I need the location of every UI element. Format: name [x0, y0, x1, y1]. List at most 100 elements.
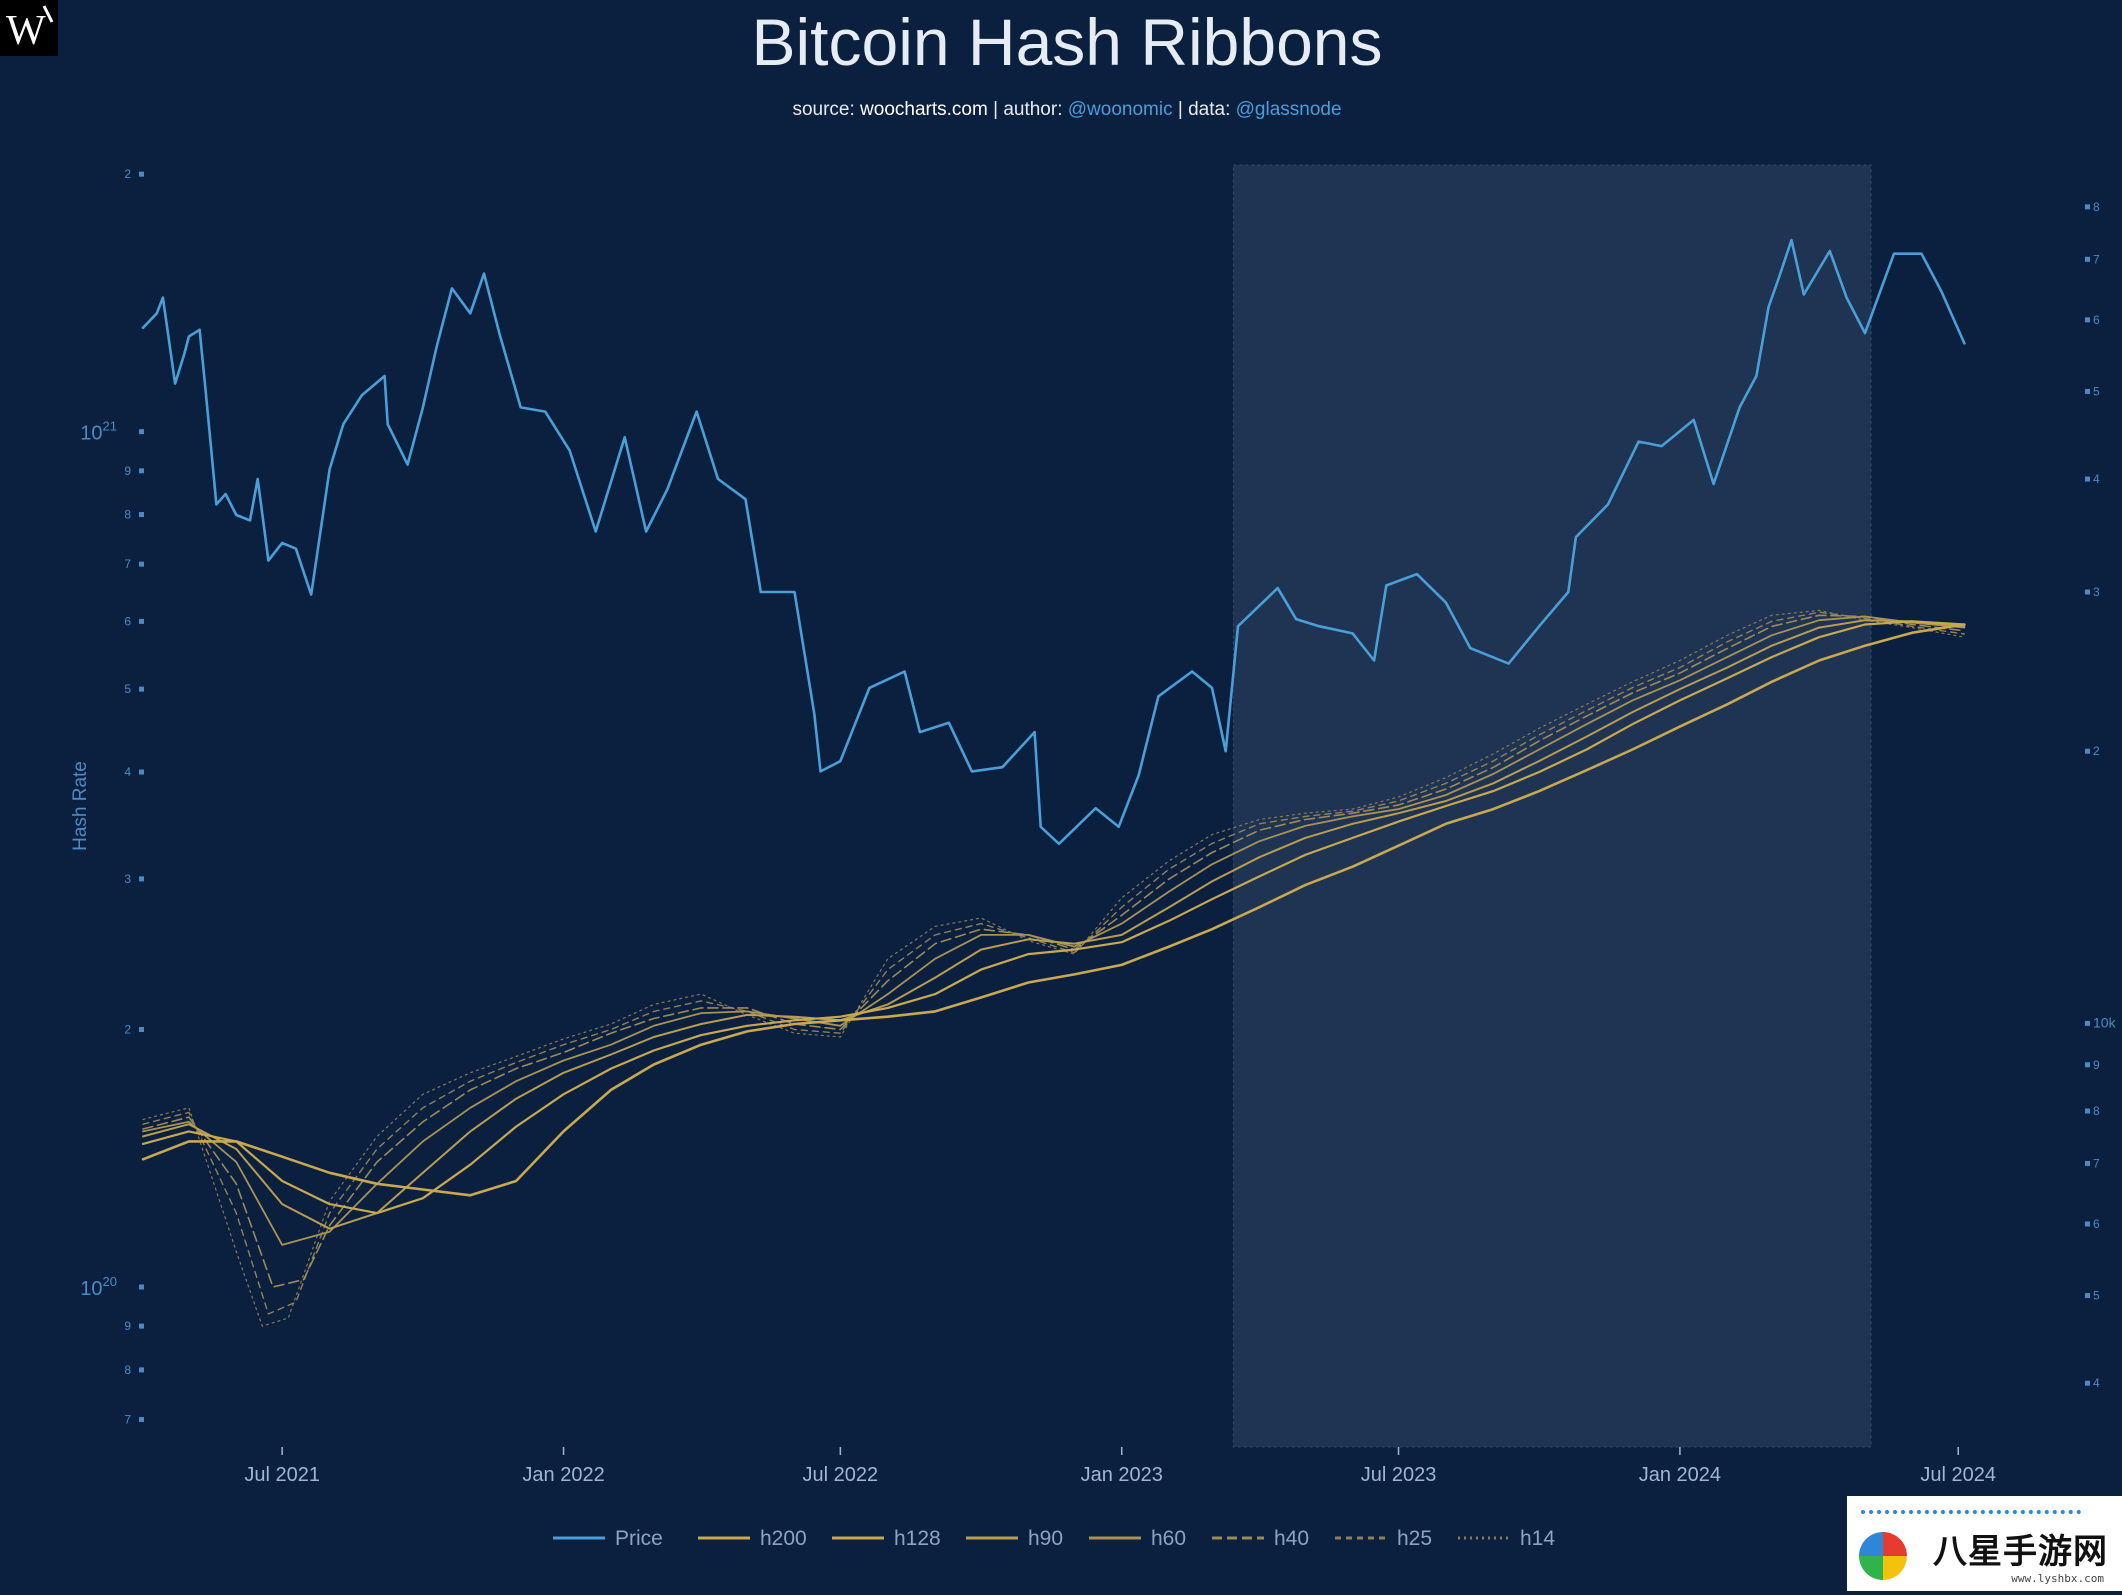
chart-title: Bitcoin Hash Ribbons	[752, 5, 1383, 79]
watermark-url: www.lyshbx.com	[2011, 1572, 2104, 1585]
legend-label: h14	[1520, 1527, 1555, 1550]
right-axis-tick-label: 4	[2093, 1376, 2100, 1390]
right-axis-tick-label: 10k	[2093, 1014, 2117, 1030]
right-axis-tick-mark	[2085, 1160, 2090, 1166]
highlight-region	[1232, 164, 1872, 1448]
right-axis-tick-mark	[2085, 1062, 2090, 1068]
left-axis-tick-mark	[139, 1367, 144, 1373]
left-axis-tick-mark	[139, 1284, 144, 1290]
left-axis-tick-label: 2	[124, 1023, 131, 1037]
right-axis-tick-mark	[2085, 1221, 2090, 1227]
legend-item-h14[interactable]: h14	[1458, 1527, 1555, 1550]
logo-letter: W	[6, 8, 46, 54]
left-axis-tick-mark	[139, 876, 144, 882]
watermark-dots	[1861, 1510, 2081, 1522]
right-axis-tick-label: 3	[2093, 585, 2100, 599]
left-axis-tick-label: 8	[124, 1363, 131, 1377]
left-axis-tick-mark	[139, 468, 144, 474]
chart-subtitle: source: woocharts.com | author: @woonomi…	[792, 99, 1341, 120]
logo-w-icon: W	[6, 5, 54, 54]
pinwheel-icon	[1859, 1532, 1907, 1580]
left-axis-tick-label: 8	[124, 508, 131, 522]
x-axis-tick-label: Jan 2022	[522, 1464, 604, 1486]
left-axis-tick-label: 2	[124, 167, 131, 181]
legend-label: h90	[1028, 1527, 1063, 1550]
legend-label: h128	[894, 1527, 941, 1550]
left-axis-tick-mark	[139, 561, 144, 567]
source-prefix: source:	[792, 99, 860, 120]
left-axis-tick-mark	[139, 618, 144, 624]
legend-item-h90[interactable]: h90	[966, 1527, 1063, 1550]
left-axis-tick-mark	[139, 512, 144, 518]
right-axis-tick-mark	[2085, 1380, 2090, 1386]
left-axis-tick-label: 9	[124, 464, 131, 478]
author-link[interactable]: @woonomic	[1068, 99, 1173, 120]
right-axis-tick-label: 4	[2093, 472, 2100, 486]
right-axis-tick-label: 5	[2093, 384, 2100, 398]
series-line-price	[141, 238, 1966, 846]
y-axis-label: Hash Rate	[70, 761, 91, 851]
series-layer	[141, 238, 1966, 1327]
x-axis-tick-label: Jul 2024	[1920, 1464, 1996, 1486]
right-axis-tick-mark	[2085, 317, 2090, 323]
author-prefix: | author:	[988, 99, 1068, 120]
left-axis-tick-mark	[139, 686, 144, 692]
left-axis-tick-mark	[139, 1323, 144, 1329]
right-axis-tick-label: 7	[2093, 252, 2100, 266]
right-axis-tick-label: 7	[2093, 1156, 2100, 1170]
x-axis-tick-label: Jul 2023	[1361, 1464, 1437, 1486]
right-axis-tick-label: 9	[2093, 1058, 2100, 1072]
tick-exponent: 20	[103, 1274, 117, 1289]
left-axis-tick-label: 7	[124, 557, 131, 571]
right-axis-tick-mark	[2085, 748, 2090, 754]
left-axis-tick-label: 4	[124, 765, 131, 779]
left-axis-tick-mark	[139, 171, 144, 177]
right-axis-tick-mark	[2085, 256, 2090, 262]
series-line-h14	[142, 609, 1966, 1327]
right-axis-tick-label: 2	[2093, 744, 2100, 758]
left-axis-tick-mark	[139, 769, 144, 775]
left-axis-tick-mark	[139, 429, 144, 435]
legend-item-h60[interactable]: h60	[1089, 1527, 1186, 1550]
left-axis-tick-label: 6	[124, 614, 131, 628]
legend-label: Price	[615, 1527, 663, 1550]
x-axis-tick-label: Jul 2022	[803, 1464, 879, 1486]
source-site-link[interactable]: woocharts.com	[859, 99, 988, 120]
right-axis-tick-label: 5	[2093, 1289, 2100, 1303]
legend-item-h40[interactable]: h40	[1212, 1527, 1309, 1550]
right-axis-tick-label: 8	[2093, 1104, 2100, 1118]
series-line-h25	[142, 611, 1966, 1315]
right-axis-tick-mark	[2085, 1293, 2090, 1299]
left-axis-tick-label: 5	[124, 682, 131, 696]
axis-layer: 7891020234567891021245678910k2345678Jul …	[80, 167, 2116, 1486]
series-line-h128	[141, 620, 1966, 1215]
data-source-link[interactable]: @glassnode	[1236, 99, 1342, 120]
series-line-h200	[141, 623, 1966, 1197]
x-axis-tick-label: Jan 2023	[1081, 1464, 1163, 1486]
legend-label: h25	[1397, 1527, 1432, 1550]
data-prefix: | data:	[1173, 99, 1236, 120]
right-axis-tick-mark	[2085, 1020, 2090, 1026]
right-axis-tick-mark	[2085, 589, 2090, 595]
left-axis-tick-label: 9	[124, 1319, 131, 1333]
woocharts-logo[interactable]: W	[0, 0, 58, 56]
left-axis-tick-label: 3	[124, 872, 131, 886]
x-axis-tick-label: Jan 2024	[1639, 1464, 1721, 1486]
series-line-h90	[142, 619, 1966, 1230]
watermark-text: 八星手游网	[1933, 1532, 2108, 1572]
left-axis-tick-mark	[139, 1027, 144, 1033]
right-axis-tick-label: 6	[2093, 1217, 2100, 1231]
right-axis-tick-mark	[2085, 1108, 2090, 1114]
legend-item-h25[interactable]: h25	[1335, 1527, 1432, 1550]
right-axis-tick-label: 6	[2093, 313, 2100, 327]
legend-label: h40	[1274, 1527, 1309, 1550]
left-axis-tick-mark	[139, 1416, 144, 1422]
legend-item-h128[interactable]: h128	[832, 1527, 941, 1550]
legend-item-price[interactable]: Price	[553, 1527, 663, 1550]
right-axis-tick-label: 8	[2093, 200, 2100, 214]
legend-label: h60	[1151, 1527, 1186, 1550]
x-axis-tick-label: Jul 2021	[244, 1464, 320, 1486]
legend-item-h200[interactable]: h200	[698, 1527, 807, 1550]
